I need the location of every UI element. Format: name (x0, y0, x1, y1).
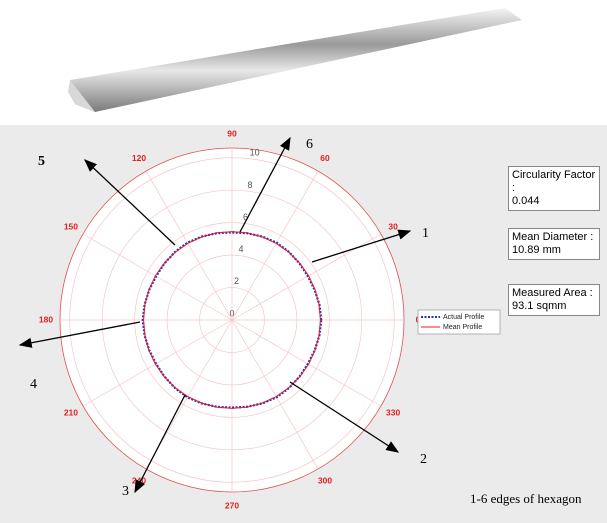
theta-tick-label: 210 (64, 407, 78, 417)
legend-label: Mean Profile (443, 324, 482, 331)
grid-spoke (82, 233, 233, 321)
legend: Actual Profile Mean Profile (417, 309, 501, 335)
annotation: 2 (420, 452, 427, 467)
polar-plot: 02468100306090120150180210240270300330Ac… (39, 128, 501, 510)
theta-tick-label: 120 (132, 153, 146, 163)
theta-tick-label: 270 (225, 500, 239, 510)
theta-tick-label: 60 (320, 153, 330, 163)
arrow (134, 394, 186, 494)
theta-tick-label: 180 (39, 314, 53, 324)
rod-end (68, 80, 95, 112)
grid-spoke (231, 319, 382, 407)
caption: 1-6 edges of hexagon (470, 491, 582, 506)
theta-tick-label: 30 (388, 221, 398, 231)
grid-spoke (231, 319, 319, 470)
arrow (289, 381, 400, 453)
theta-tick-label: 300 (318, 475, 332, 485)
annotation: 1 (422, 226, 429, 241)
arrow (18, 321, 141, 348)
r-tick-label: 10 (250, 148, 260, 158)
info-value: 10.89 mm (512, 244, 561, 256)
theta-tick-label: 330 (386, 407, 400, 417)
info-label: Mean Diameter : (512, 231, 594, 243)
info-box: Circularity Factor :0.044 (508, 166, 600, 211)
rod (70, 8, 522, 112)
grid-spoke (145, 170, 233, 321)
r-tick-label: 2 (234, 276, 239, 286)
annotation: 5 (38, 154, 45, 169)
annotation: 6 (306, 137, 313, 152)
r-tick-label: 4 (239, 244, 244, 254)
info-value: 93.1 sqmm (512, 300, 567, 312)
r-tick-label: 6 (243, 212, 248, 222)
arrow (311, 229, 412, 263)
theta-tick-label: 150 (64, 221, 78, 231)
annotation: 3 (122, 484, 129, 499)
profile-line (141, 231, 323, 409)
r-tick-label: 8 (248, 180, 253, 190)
annotation: 4 (30, 377, 37, 392)
legend-label: Actual Profile (443, 314, 484, 321)
info-box: Mean Diameter :10.89 mm (508, 228, 600, 260)
profile-line (143, 231, 321, 409)
info-label: Measured Area : (512, 287, 593, 299)
grid-spoke (82, 319, 233, 407)
arrows (18, 136, 412, 494)
info-label: Circularity Factor : (512, 169, 596, 194)
info-value: 0.044 (512, 195, 540, 207)
theta-tick-label: 90 (227, 128, 237, 138)
arrow (239, 136, 291, 233)
legend-box (417, 309, 501, 335)
arrow (84, 159, 176, 246)
info-box: Measured Area :93.1 sqmm (508, 284, 600, 316)
grid-spoke (231, 170, 319, 321)
